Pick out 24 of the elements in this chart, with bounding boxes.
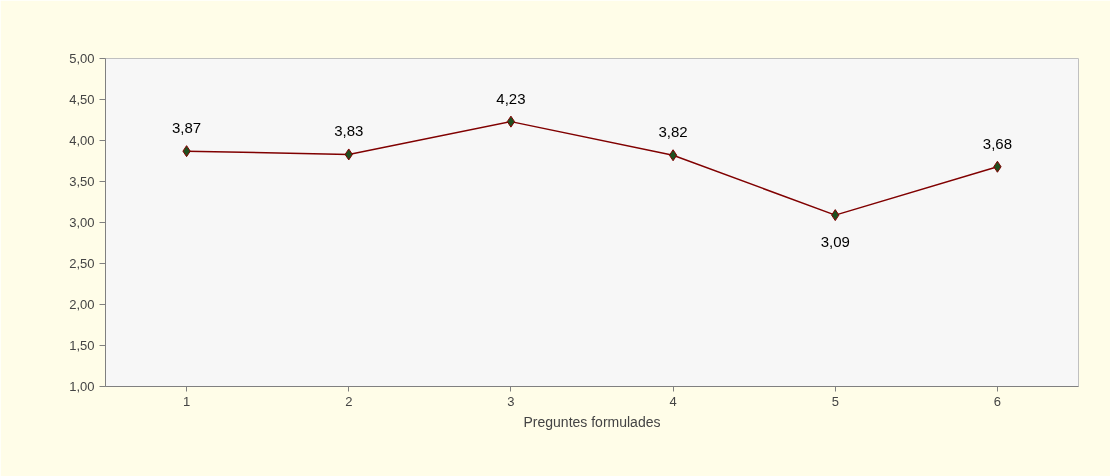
data-label: 3,82 <box>658 123 688 141</box>
x-tick-label: 5 <box>831 393 839 409</box>
y-tick-label: 3,50 <box>69 174 95 189</box>
y-tick-label: 1,00 <box>69 379 95 394</box>
x-tick-label: 4 <box>669 393 677 409</box>
y-tick-label: 4,00 <box>69 133 95 148</box>
y-tick-label: 4,50 <box>69 92 95 107</box>
y-tick-label: 1,50 <box>69 338 95 353</box>
y-tick-label: 2,00 <box>69 297 95 312</box>
x-tick-label: 2 <box>345 393 353 409</box>
data-label: 4,23 <box>496 89 526 107</box>
y-tick-label: 3,00 <box>69 215 95 230</box>
point <box>668 149 678 162</box>
point <box>506 115 516 128</box>
y-tick-label: 5,00 <box>69 51 95 66</box>
x-tick-label: 3 <box>507 393 515 409</box>
data-label: 3,68 <box>982 134 1013 152</box>
x-axis-title: Preguntes formulades <box>523 413 661 430</box>
data-label: 3,83 <box>334 122 364 140</box>
x-tick-label: 1 <box>182 393 191 409</box>
y-tick-label: 2,50 <box>69 256 95 271</box>
x-tick-label: 6 <box>993 393 1002 409</box>
data-label: 3,09 <box>820 233 850 251</box>
data-label: 3,87 <box>171 119 202 137</box>
